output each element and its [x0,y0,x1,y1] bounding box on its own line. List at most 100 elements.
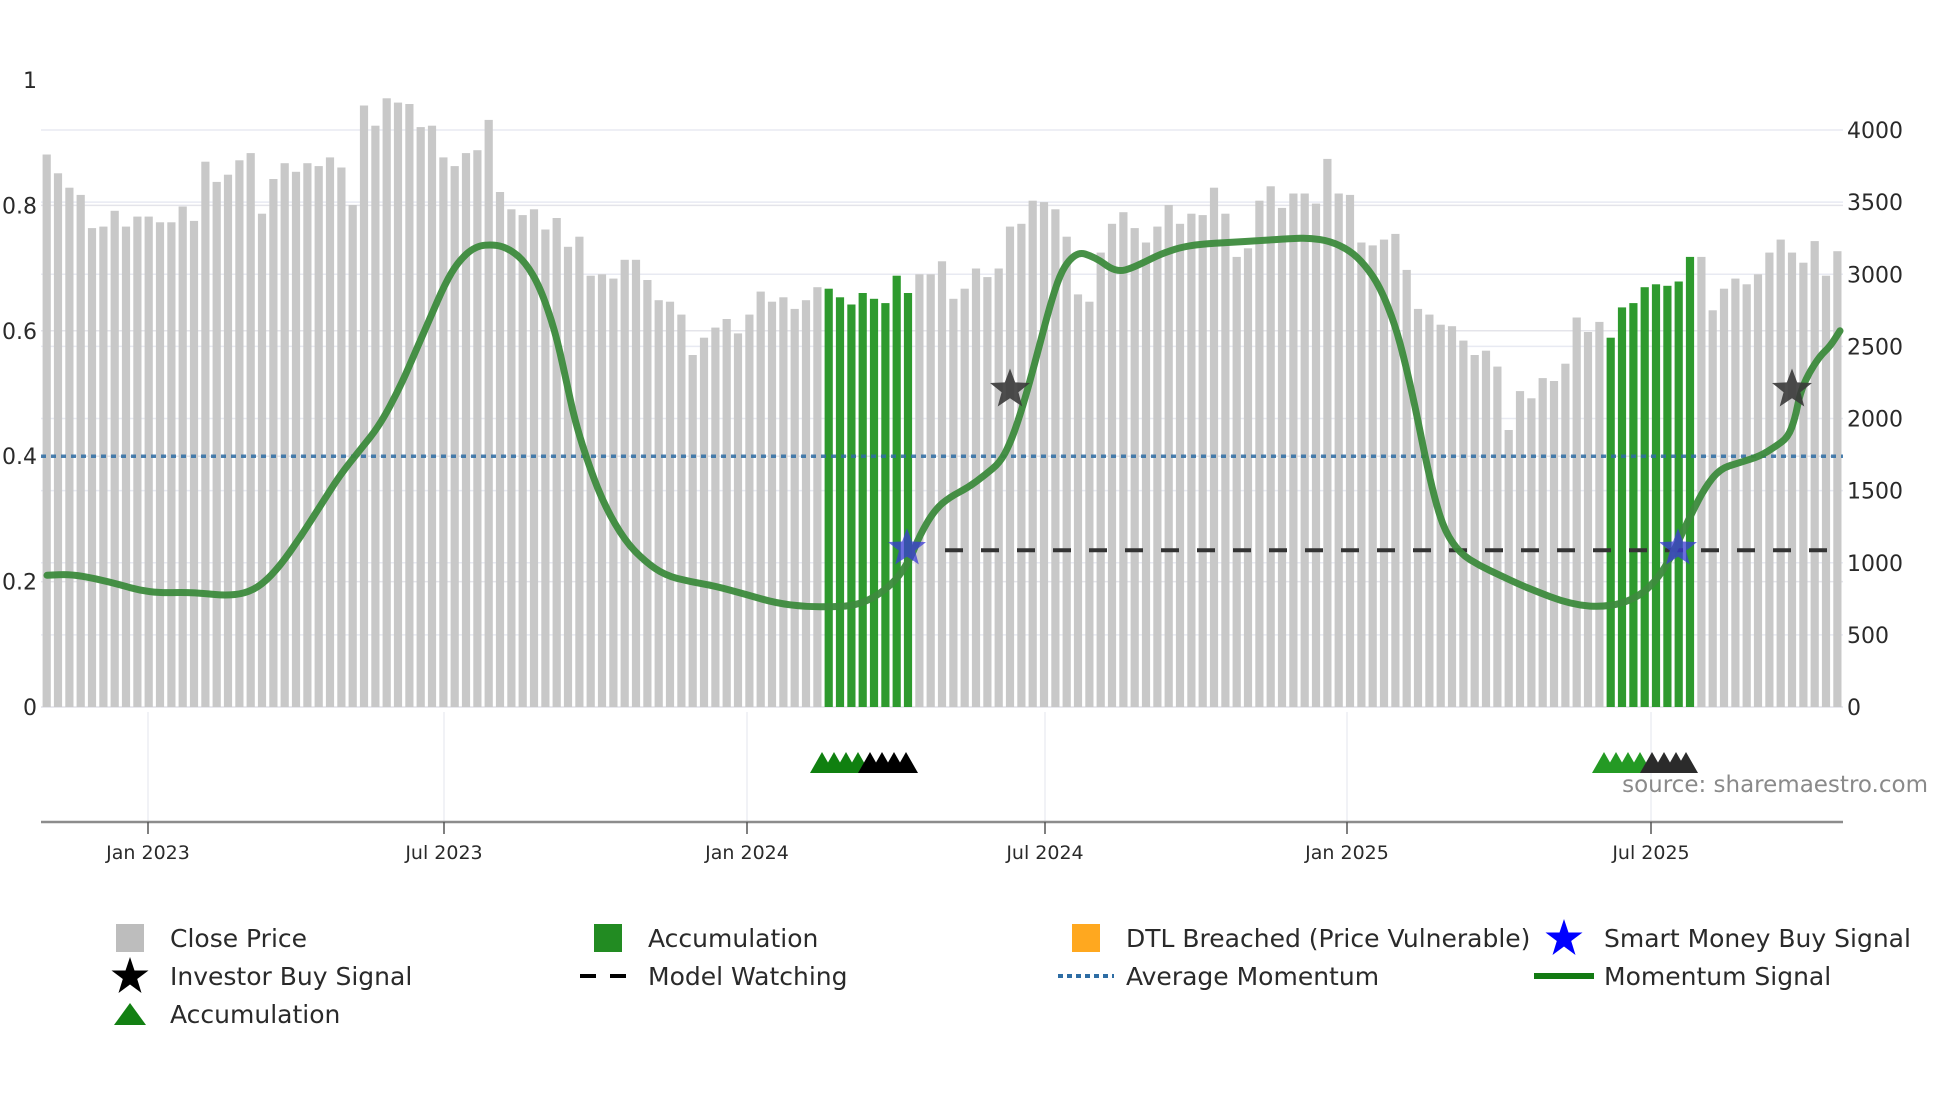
smart-money-star-icon [888,528,926,565]
svg-text:1500: 1500 [1847,480,1903,505]
close-price-bar [1697,256,1706,707]
close-price-bar [1323,158,1332,707]
close-price-bar [722,319,731,707]
close-price-bar [359,105,369,707]
blue-star-icon [1545,919,1583,955]
close-price-bar [1085,301,1094,707]
close-price-bar [688,355,697,707]
svg-text:2500: 2500 [1847,335,1903,360]
svg-text:Jul 2024: Jul 2024 [1005,842,1083,864]
close-price-bars [42,98,1842,708]
close-price-bar [767,301,777,707]
close-price-bar [677,314,686,707]
close-price-bar [1334,193,1343,707]
close-price-bar [439,157,448,707]
dotted-line-icon [1058,974,1114,978]
close-price-bar [813,287,822,707]
close-price-bar [1096,252,1105,707]
legend-model-watching[interactable]: Model Watching [578,958,848,994]
accumulation-bar [1651,284,1661,707]
close-price-bar [382,98,391,708]
accumulation-bar [1617,307,1627,707]
close-price-bar [133,216,142,707]
close-price-bar [1073,294,1083,707]
svg-text:Jan 2025: Jan 2025 [1304,842,1389,864]
svg-text:0.4: 0.4 [2,445,37,470]
close-price-bar [1300,193,1309,707]
legend-close-price[interactable]: Close Price [100,920,307,956]
close-price-bar [1742,284,1751,707]
close-price-bar [586,275,595,707]
close-price-bar [314,166,323,708]
close-price-bar [325,157,335,707]
x-axis: Jan 2023 Jul 2023 Jan 2024 Jul 2024 Jan 2025… [41,820,1843,864]
close-price-bar [1708,310,1717,707]
black-star-icon [111,957,149,993]
svg-text:0.6: 0.6 [2,320,37,345]
close-price-bar [257,213,267,707]
close-price-bar [1051,209,1060,708]
close-price-bar [269,179,278,707]
close-price-bar [1379,239,1389,707]
accumulation-bar [847,304,856,707]
close-price-bar [87,228,97,707]
svg-text:0.8: 0.8 [2,194,37,219]
close-price-bar [563,246,573,708]
close-price-bar [393,102,403,708]
accumulation-bar [835,297,845,707]
solid-line-icon [1534,973,1594,979]
close-price-bar [1402,269,1411,707]
close-price-bar [1719,288,1729,707]
close-price-bar [1481,350,1491,707]
close-price-bar [1833,251,1842,707]
close-price-bar [926,274,935,707]
legend-accumulation-triangle[interactable]: Accumulation [100,996,340,1032]
close-price-bar [484,119,493,707]
close-price-bar [994,268,1003,707]
accumulation-bar [892,275,901,707]
green-triangle-icon [114,1003,146,1025]
svg-text:1: 1 [23,69,37,94]
legend-momentum-signal[interactable]: Momentum Signal [1534,958,1831,994]
accumulation-bar [1629,303,1638,707]
svg-text:3000: 3000 [1847,263,1903,288]
close-price-bar [303,163,312,707]
close-price-bar [1164,205,1173,707]
close-price-bar [1209,187,1219,707]
investor-buy-star-icon [990,368,1030,407]
svg-text:0: 0 [1847,696,1861,721]
close-price-bar [915,274,924,707]
close-price-bar [983,277,992,707]
gray-square-icon [116,924,144,952]
svg-text:3500: 3500 [1847,191,1903,216]
svg-text:0.2: 0.2 [2,571,37,596]
close-price-bar [1153,226,1162,707]
legend-dtl-breached[interactable]: DTL Breached (Price Vulnerable) [1056,920,1530,956]
close-price-bar [654,300,663,707]
legend-smart-money[interactable]: Smart Money Buy Signal [1534,919,1911,956]
chart-canvas: 0 0.2 0.4 0.6 0.8 1 0 500 1000 1500 2000 2500 3000 3… [2,69,1928,864]
close-price-bar [631,259,641,707]
dashed-line-icon [580,974,636,978]
legend-investor-buy[interactable]: Investor Buy Signal [100,957,412,994]
close-price-bar [643,280,652,707]
close-price-bar [1515,391,1525,707]
left-y-axis: 0 0.2 0.4 0.6 0.8 1 [2,69,37,721]
close-price-bar [1368,245,1377,707]
close-price-bar [1289,193,1298,707]
close-price-bar [1470,355,1479,707]
close-price-bar [212,181,221,707]
close-price-bar [575,236,584,707]
legend-accumulation-bar[interactable]: Accumulation [578,920,818,956]
close-price-bar [1731,278,1740,707]
svg-text:2000: 2000 [1847,408,1903,433]
legend-average-momentum[interactable]: Average Momentum [1056,958,1379,994]
close-price-bar [450,166,459,708]
close-price-bar [609,278,618,707]
close-price-bar [1221,213,1230,707]
close-price-bar [1765,252,1774,707]
close-price-bar [144,216,153,707]
close-price-bar [246,153,255,708]
close-price-bar [1493,366,1502,707]
close-price-bar [541,229,550,707]
